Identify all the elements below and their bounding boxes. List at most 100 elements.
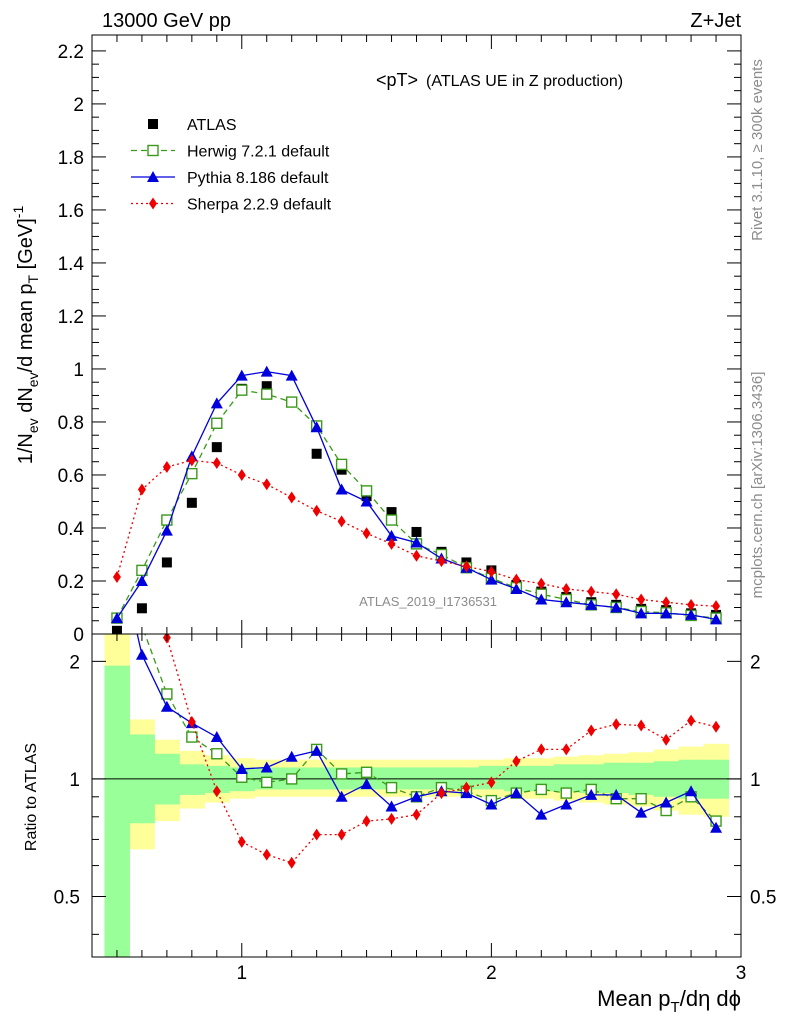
main-plot-panel: 0 0.2 0.4 0.6 0.8 1 1.2 1.4 1.6 1.8 2 2.2 <pT> (ATL…: [10, 34, 742, 646]
ratio-point-triangle: [710, 821, 723, 833]
ratio-point-square: [261, 776, 273, 789]
ratio-point-square: [635, 792, 647, 805]
series-point-diamond: [362, 527, 371, 540]
series-point-diamond: [237, 468, 246, 481]
series-point-triangle: [710, 613, 723, 625]
ratio-point-diamond: [387, 812, 396, 825]
ratio-point-diamond: [487, 776, 496, 789]
atlas-data-point: [386, 507, 397, 518]
ratio-point-diamond: [512, 755, 521, 768]
ratio-y-tick-label-left: 2: [69, 652, 80, 673]
series-point-triangle: [360, 495, 373, 507]
x-axis-label: Mean pT/dη dϕ: [597, 986, 741, 1016]
ratio-point-square: [535, 783, 548, 796]
ratio-band-inner: [553, 764, 580, 792]
ratio-point-triangle: [260, 761, 273, 773]
series-point-diamond: [512, 573, 521, 586]
ratio-point-diamond: [412, 808, 421, 821]
atlas-data-point: [161, 557, 172, 568]
atlas-data-point: [411, 526, 422, 537]
series-point-square: [360, 485, 373, 497]
main-x-ticks: [116, 35, 742, 634]
rivet-version-label: Rivet 3.1.10, ≥ 300k events: [749, 59, 766, 241]
header-energy-label: 13000 GeV pp: [102, 10, 231, 32]
atlas-data-point: [186, 497, 197, 508]
series-point-diamond: [137, 483, 146, 496]
ratio-point-diamond: [562, 743, 571, 756]
svg-text:Mean pT/dη dϕ: Mean pT/dη dϕ: [597, 986, 741, 1016]
ratio-point-diamond: [287, 856, 296, 869]
main-y-tick-label: 1.6: [58, 201, 84, 222]
ratio-point-triangle: [660, 796, 673, 808]
ratio-point-diamond: [712, 720, 721, 733]
series-point-triangle: [685, 608, 698, 620]
series-point-triangle: [335, 483, 348, 495]
main-y-tick-label: 2.2: [58, 42, 84, 63]
series-point-diamond: [562, 582, 571, 595]
series-point-diamond: [312, 504, 321, 517]
ratio-point-diamond: [537, 743, 546, 756]
ratio-data-layer: [135, 634, 723, 869]
series-point-triangle: [560, 596, 573, 608]
header-process-label: Z+Jet: [690, 10, 741, 32]
plot-title-sub: (ATLAS UE in Z production): [426, 73, 623, 90]
ratio-point-diamond: [637, 719, 646, 732]
ratio-band-inner: [179, 764, 205, 795]
ratio-point-triangle: [510, 787, 523, 799]
ratio-point-triangle: [385, 800, 398, 812]
ratio-point-square: [385, 781, 398, 794]
series-point-triangle: [410, 536, 423, 548]
series-point-triangle: [110, 612, 123, 624]
ratio-point-diamond: [662, 733, 671, 746]
ratio-point-diamond: [187, 715, 196, 728]
main-y-tick-label: 1.2: [58, 307, 84, 328]
series-point-triangle: [385, 529, 398, 541]
series-point-diamond: [587, 585, 596, 598]
ratio-point-triangle: [635, 806, 648, 818]
ratio-point-diamond: [212, 785, 221, 798]
ratio-point-triangle: [235, 763, 248, 775]
ratio-point-diamond: [612, 718, 621, 731]
series-point-square: [186, 467, 198, 480]
ratio-y-tick-label-left: 0.5: [54, 888, 80, 909]
legend-marker-atlas: [148, 119, 158, 129]
atlas-data-point: [211, 442, 222, 453]
ratio-point-triangle: [610, 788, 623, 800]
series-point-triangle: [485, 573, 498, 585]
main-y-tick-label: 1.4: [58, 254, 85, 275]
series-point-diamond: [437, 555, 446, 568]
main-y-tick-label: 1.8: [58, 148, 84, 169]
legend-marker-square: [147, 144, 159, 157]
series-point-triangle: [660, 607, 673, 619]
ratio-point-square: [161, 688, 173, 700]
ratio-y-axis: 0.5 0.5 1 1 2 2: [54, 652, 776, 935]
legend: ATLAS Herwig 7.2.1 default Pythia 8.186 de…: [131, 117, 332, 214]
series-point-diamond: [387, 537, 396, 550]
ratio-band-inner: [603, 762, 630, 794]
series-point-diamond: [487, 565, 496, 578]
ratio-x-tick-label: 2: [486, 963, 497, 984]
ratio-uncertainty-bands: [104, 634, 730, 957]
main-y-tick-label: 0: [73, 625, 84, 646]
ratio-point-diamond: [362, 815, 371, 828]
ratio-x-tick-label: 1: [236, 963, 247, 984]
series-point-triangle: [235, 369, 248, 381]
ratio-y-axis-label: Ratio to ATLAS: [23, 743, 40, 851]
main-data-layer: [110, 365, 723, 634]
main-y-tick-label: 1: [73, 360, 84, 381]
series-point-triangle: [160, 524, 173, 536]
series-point-diamond: [537, 577, 546, 590]
ratio-point-square: [285, 773, 298, 785]
ratio-point-square: [211, 748, 223, 760]
series-point-diamond: [612, 588, 621, 601]
ratio-y-tick-label-left: 1: [69, 770, 80, 791]
series-point-diamond: [637, 593, 646, 606]
mcplots-credit-label: mcplots.cern.ch [arXiv:1306.3436]: [749, 372, 766, 599]
series-point-diamond: [187, 454, 196, 467]
legend-entry-label: Pythia 8.186 default: [187, 170, 329, 187]
legend-entry-label: Herwig 7.2.1 default: [187, 144, 330, 161]
ratio-point-triangle: [160, 700, 173, 712]
ratio-point-diamond: [587, 724, 596, 737]
ratio-point-square: [186, 731, 198, 743]
